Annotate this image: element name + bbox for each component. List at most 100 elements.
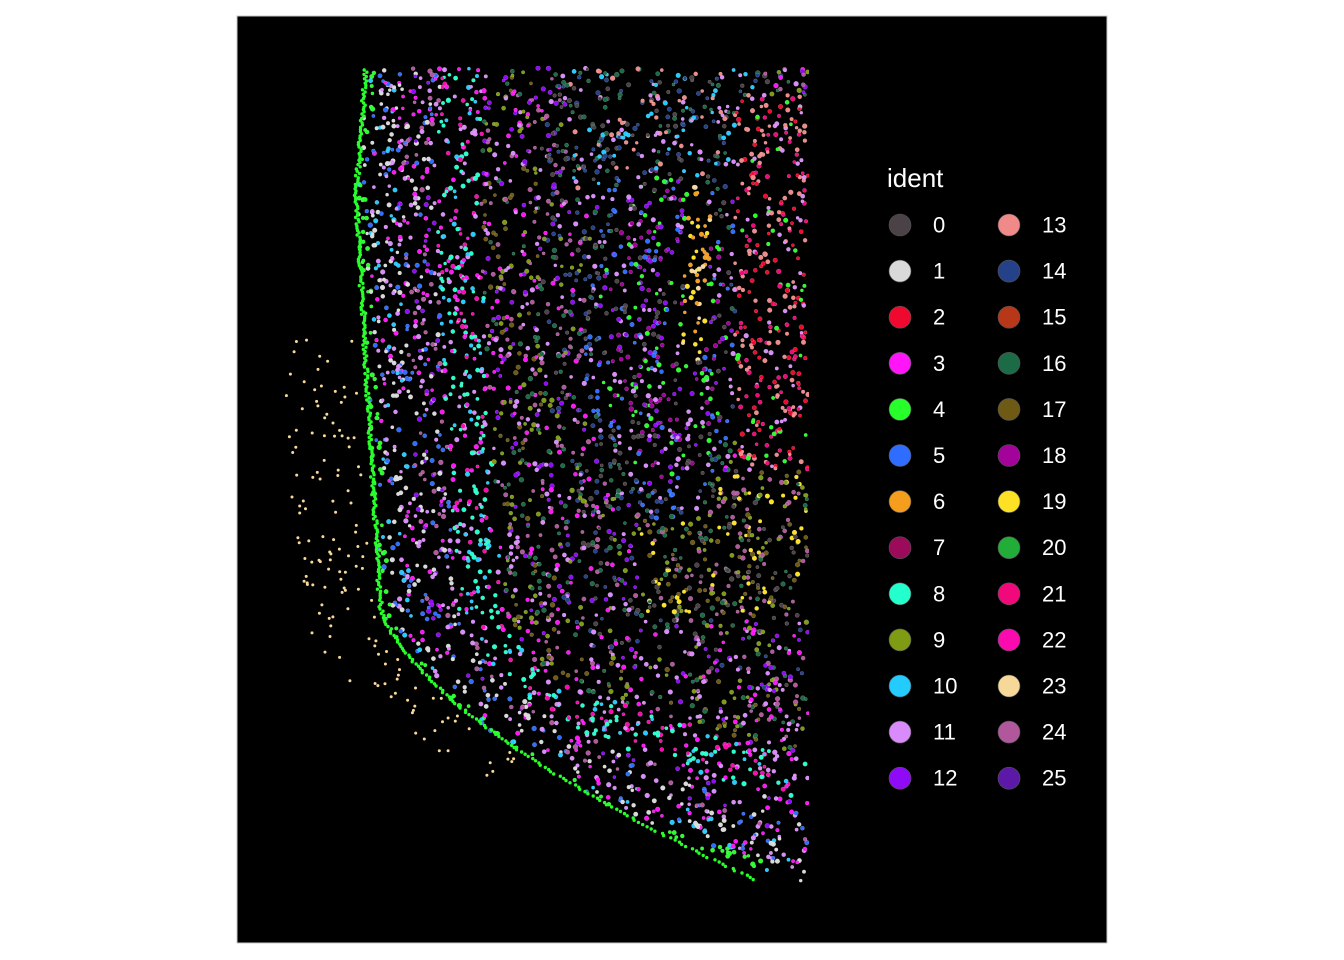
cell-point (550, 662, 554, 666)
cell-point (354, 531, 357, 534)
cell-point (509, 705, 513, 709)
cell-point (605, 722, 610, 727)
cell-point (425, 293, 429, 297)
cell-point (390, 557, 395, 562)
cell-point (612, 154, 616, 158)
cell-point (799, 879, 802, 882)
cell-point (405, 143, 408, 146)
cell-point (710, 606, 715, 611)
cell-point (412, 112, 416, 116)
cell-point (779, 480, 784, 485)
cell-point (654, 778, 658, 782)
cell-point (674, 463, 678, 467)
cell-point (755, 393, 759, 397)
cell-point (526, 346, 530, 350)
cell-point (442, 193, 446, 197)
cell-point (752, 864, 756, 868)
cell-point (778, 683, 782, 687)
cell-point (440, 410, 445, 415)
cell-point (546, 680, 551, 685)
cell-point (633, 593, 638, 598)
cell-point (456, 715, 459, 718)
cell-point (301, 407, 304, 410)
cell-point (718, 860, 721, 863)
cell-point (583, 759, 587, 763)
cell-point (723, 151, 726, 154)
cell-point (647, 384, 651, 388)
cell-point (612, 459, 616, 463)
cell-point (474, 90, 478, 94)
cell-point (423, 413, 427, 417)
cell-point (508, 526, 512, 530)
cell-point (294, 446, 297, 449)
cell-point (475, 74, 479, 78)
cell-point (430, 680, 433, 683)
cell-point (645, 793, 650, 798)
cell-point (378, 577, 381, 580)
cell-point (781, 494, 785, 498)
cell-point (473, 214, 477, 218)
cell-point (659, 596, 663, 600)
cell-point (777, 537, 781, 541)
cell-point (461, 184, 466, 189)
cell-point (481, 677, 485, 681)
cell-point (723, 442, 728, 447)
cell-point (437, 199, 441, 203)
cell-point (732, 601, 737, 606)
cell-point (706, 175, 710, 179)
cell-point (540, 494, 544, 498)
cell-point (536, 254, 539, 257)
cell-point (710, 372, 714, 376)
cell-point (387, 313, 391, 317)
cell-point (382, 278, 386, 282)
cell-point (743, 757, 747, 761)
cell-point (744, 492, 748, 496)
cell-point (503, 197, 508, 202)
cell-point (652, 604, 656, 608)
cell-point (688, 768, 693, 773)
cell-point (650, 710, 653, 713)
cell-point (793, 354, 797, 358)
cell-point (393, 448, 397, 452)
cell-point (587, 128, 592, 133)
cell-point (562, 202, 566, 206)
cell-point (430, 481, 435, 486)
cell-point (520, 729, 524, 733)
cell-point (588, 334, 593, 339)
cell-point (457, 67, 461, 71)
cell-point (480, 431, 484, 435)
cell-point (440, 270, 444, 274)
cell-point (482, 139, 486, 143)
cell-point (492, 387, 496, 391)
cell-point (702, 355, 707, 360)
cell-point (508, 697, 513, 702)
cell-point (561, 517, 564, 520)
cell-point (458, 123, 462, 127)
cell-point (702, 319, 707, 324)
cell-point (332, 422, 335, 425)
cell-point (530, 392, 535, 397)
cell-point (417, 371, 421, 375)
cell-point (574, 553, 578, 557)
cell-point (682, 129, 686, 133)
cell-point (687, 610, 691, 614)
cell-point (603, 274, 607, 278)
cell-point (361, 343, 364, 346)
cell-point (436, 230, 440, 234)
cell-point (535, 242, 539, 246)
cell-point (380, 285, 385, 290)
cell-point (417, 249, 422, 254)
cell-point (324, 651, 327, 654)
cell-point (599, 561, 603, 565)
cell-point (715, 539, 720, 544)
cell-point (708, 265, 712, 269)
cell-point (763, 753, 767, 757)
cell-point (681, 723, 686, 728)
cell-point (426, 262, 430, 266)
cell-point (554, 567, 558, 571)
cell-point (323, 586, 326, 589)
cell-point (442, 548, 447, 553)
cell-point (536, 195, 541, 200)
cell-point (699, 232, 704, 237)
legend-key-7 (889, 537, 911, 559)
